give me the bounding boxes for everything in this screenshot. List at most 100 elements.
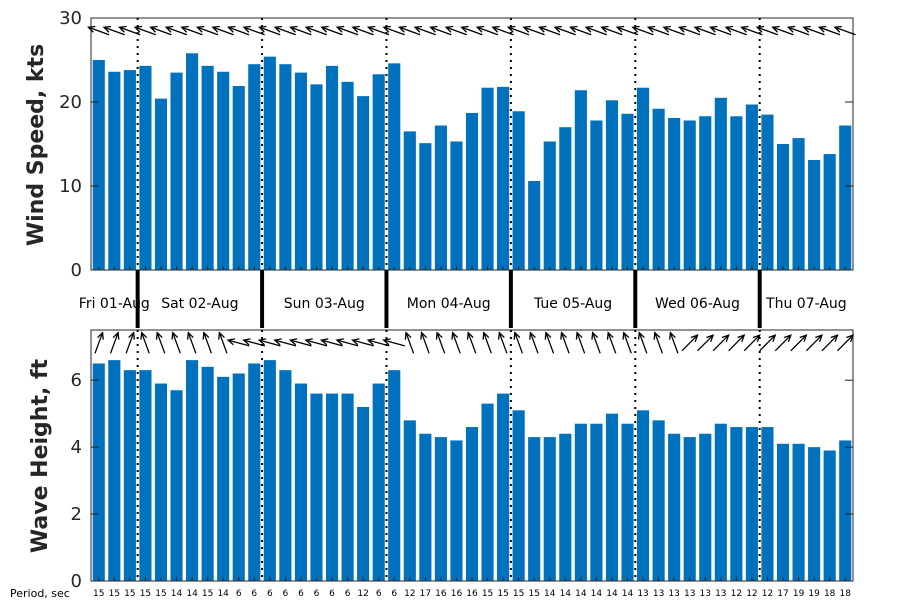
- wave-bar-17: [357, 406, 370, 581]
- wave-ytick-label-0: 0: [71, 571, 82, 592]
- arrow-shaft: [445, 26, 468, 36]
- period-value-44: 17: [777, 589, 788, 599]
- day-label-6: Thu 07-Aug: [765, 296, 847, 312]
- wave-ytick-label-2: 4: [71, 437, 82, 458]
- period-value-3: 15: [140, 589, 151, 599]
- arrow-shaft: [654, 332, 663, 354]
- wind-direction-arrow-icon: [755, 25, 779, 36]
- wind-direction-arrow-icon: [242, 25, 265, 36]
- arrow-head: [118, 25, 127, 33]
- arrow-shaft: [109, 332, 119, 354]
- arrow-shaft: [305, 339, 328, 347]
- arrow-head: [87, 25, 96, 33]
- wind-direction-arrow-icon: [87, 25, 110, 36]
- wave-bar-34: [621, 423, 634, 581]
- wave-direction-arrow-icon: [304, 338, 328, 347]
- arrow-head: [420, 331, 428, 340]
- period-value-7: 15: [202, 589, 213, 599]
- wind-bar-3: [139, 65, 152, 270]
- arrow-shaft: [181, 26, 203, 36]
- period-value-46: 19: [808, 589, 820, 599]
- wind-bar-36: [652, 108, 665, 270]
- arrow-shaft: [585, 26, 607, 36]
- wave-direction-arrow-icon: [186, 331, 197, 354]
- arrow-head: [97, 331, 104, 340]
- wind-direction-arrow-icon: [553, 25, 576, 36]
- wave-bar-43: [761, 427, 774, 581]
- arrow-head: [575, 331, 583, 340]
- day-label-2: Sun 03-Aug: [284, 296, 365, 312]
- arrow-shaft: [694, 26, 716, 36]
- wave-direction-arrow-icon: [759, 334, 777, 352]
- arrow-shaft: [321, 26, 343, 36]
- wind-direction-arrow-icon: [724, 25, 747, 36]
- day-label-1: Sat 02-Aug: [161, 296, 238, 312]
- arrow-shaft: [420, 332, 430, 354]
- wind-direction-arrow-icon: [506, 25, 530, 36]
- period-value-17: 12: [357, 589, 368, 599]
- wind-direction-arrow-icon: [709, 25, 732, 36]
- wave-bar-42: [745, 427, 758, 581]
- arrow-head: [833, 25, 842, 33]
- arrow-head: [112, 331, 120, 340]
- period-value-29: 14: [544, 589, 556, 599]
- arrow-shaft: [259, 339, 281, 347]
- period-value-27: 15: [513, 589, 524, 599]
- period-value-4: 15: [155, 589, 166, 599]
- wind-direction-arrow-icon: [817, 25, 841, 36]
- wind-direction-arrow-icon: [646, 25, 670, 36]
- arrow-head: [690, 334, 699, 343]
- period-value-39: 13: [700, 589, 711, 599]
- arrow-head: [538, 25, 547, 33]
- arrow-shaft: [352, 339, 374, 347]
- wind-bar-11: [263, 56, 276, 270]
- arrow-shaft: [648, 26, 670, 36]
- arrow-head: [506, 25, 516, 33]
- arrow-shaft: [756, 26, 779, 36]
- arrow-head: [351, 25, 360, 33]
- arrow-head: [171, 331, 179, 340]
- wind-direction-arrow-icon: [180, 25, 203, 36]
- arrow-head: [429, 25, 438, 33]
- wind-bar-42: [745, 104, 758, 271]
- period-value-23: 16: [451, 589, 463, 599]
- wave-direction-arrow-icon: [743, 334, 761, 352]
- wind-direction-arrow-icon: [693, 25, 716, 36]
- arrow-head: [721, 334, 730, 343]
- arrow-head: [569, 25, 578, 33]
- wind-speed-panel: Wind Speed, kts 0 10 20 30: [24, 8, 856, 281]
- arrow-head: [846, 334, 855, 343]
- wind-direction-arrow-icon: [118, 25, 141, 36]
- arrow-shaft: [461, 26, 483, 36]
- day-label-3: Mon 04-Aug: [407, 296, 491, 312]
- wind-direction-arrow-icon: [382, 25, 405, 36]
- arrow-shaft: [560, 332, 570, 354]
- arrow-head: [289, 25, 298, 33]
- arrow-shaft: [669, 332, 679, 354]
- wave-bar-7: [201, 366, 214, 581]
- arrow-head: [631, 25, 640, 33]
- arrow-shaft: [197, 26, 219, 36]
- wind-bar-29: [543, 141, 556, 270]
- wave-bar-9: [232, 373, 245, 581]
- wind-bar-37: [668, 117, 681, 271]
- arrow-shaft: [681, 334, 698, 352]
- period-value-14: 6: [314, 589, 320, 599]
- arrow-shaft: [352, 26, 374, 36]
- day-label-0: Fri 01-Aug: [79, 296, 150, 312]
- arrow-head: [242, 25, 251, 33]
- wave-direction-arrow-icon: [226, 338, 250, 347]
- wave-bar-4: [154, 383, 168, 581]
- wind-bar-21: [419, 143, 432, 270]
- arrow-head: [133, 25, 143, 33]
- wave-bar-5: [170, 390, 183, 581]
- wind-speed-axis-label: Wind Speed, kts: [24, 44, 49, 246]
- arrow-shaft: [697, 334, 714, 352]
- wave-bar-0: [92, 363, 105, 581]
- arrow-head: [544, 331, 552, 340]
- period-value-47: 18: [824, 589, 836, 599]
- wave-bar-20: [403, 420, 416, 581]
- wave-direction-arrow-icon: [140, 331, 150, 354]
- wave-bar-36: [652, 420, 665, 581]
